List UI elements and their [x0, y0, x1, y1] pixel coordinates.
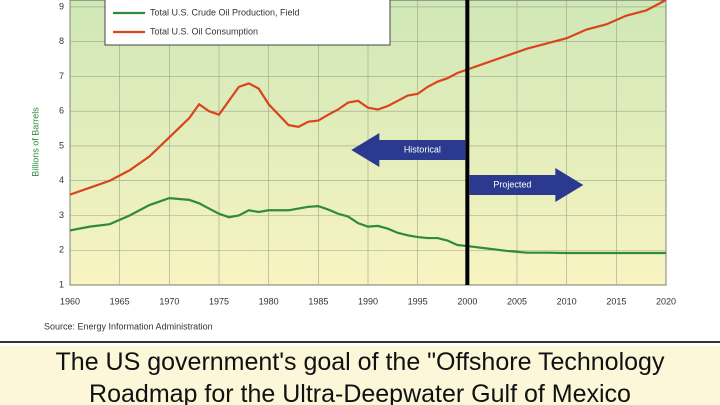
chart: Billions of Barrels Source: Energy Infor… [0, 0, 720, 343]
annotation-arrow [351, 133, 466, 167]
annotation-label: Projected [493, 179, 531, 189]
series-line [69, 0, 667, 196]
x-tick-label: 2000 [457, 296, 477, 306]
y-tick-label: 3 [59, 210, 64, 220]
legend-label: Total U.S. Oil Consumption [150, 26, 258, 36]
x-tick-label: 1990 [358, 296, 378, 306]
x-tick-label: 2005 [507, 296, 527, 306]
x-tick-label: 1970 [159, 296, 179, 306]
x-tick-label: 2020 [656, 296, 676, 306]
caption: The US government's goal of the "Offshor… [0, 346, 720, 405]
y-tick-label: 9 [59, 1, 64, 11]
legend [104, 0, 391, 46]
y-tick-label: 7 [59, 71, 64, 81]
y-axis-label: Billions of Barrels [30, 107, 40, 177]
x-tick-label: 1960 [60, 296, 80, 306]
caption-line: The US government's goal of the "Offshor… [55, 348, 665, 376]
x-tick-label: 1995 [408, 296, 428, 306]
x-tick-label: 1965 [110, 296, 130, 306]
x-tick-label: 2010 [557, 296, 577, 306]
x-tick-label: 1980 [259, 296, 279, 306]
y-tick-label: 4 [59, 175, 64, 185]
source: Source: Energy Information Administratio… [44, 321, 213, 331]
x-tick-label: 1975 [209, 296, 229, 306]
y-tick-label: 5 [59, 140, 64, 150]
legend-label: Total U.S. Crude Oil Production, Field [150, 7, 300, 17]
caption-line: Roadmap for the Ultra-Deepwater Gulf of … [89, 380, 631, 405]
y-tick-label: 2 [59, 245, 64, 255]
x-tick-label: 1985 [308, 296, 328, 306]
y-tick-label: 1 [59, 279, 64, 289]
y-tick-label: 8 [59, 36, 64, 46]
y-tick-label: 6 [59, 106, 64, 116]
annotation-arrow [469, 168, 584, 202]
x-tick-label: 2015 [606, 296, 626, 306]
series-line [69, 196, 666, 255]
annotation-label: Historical [404, 144, 441, 154]
